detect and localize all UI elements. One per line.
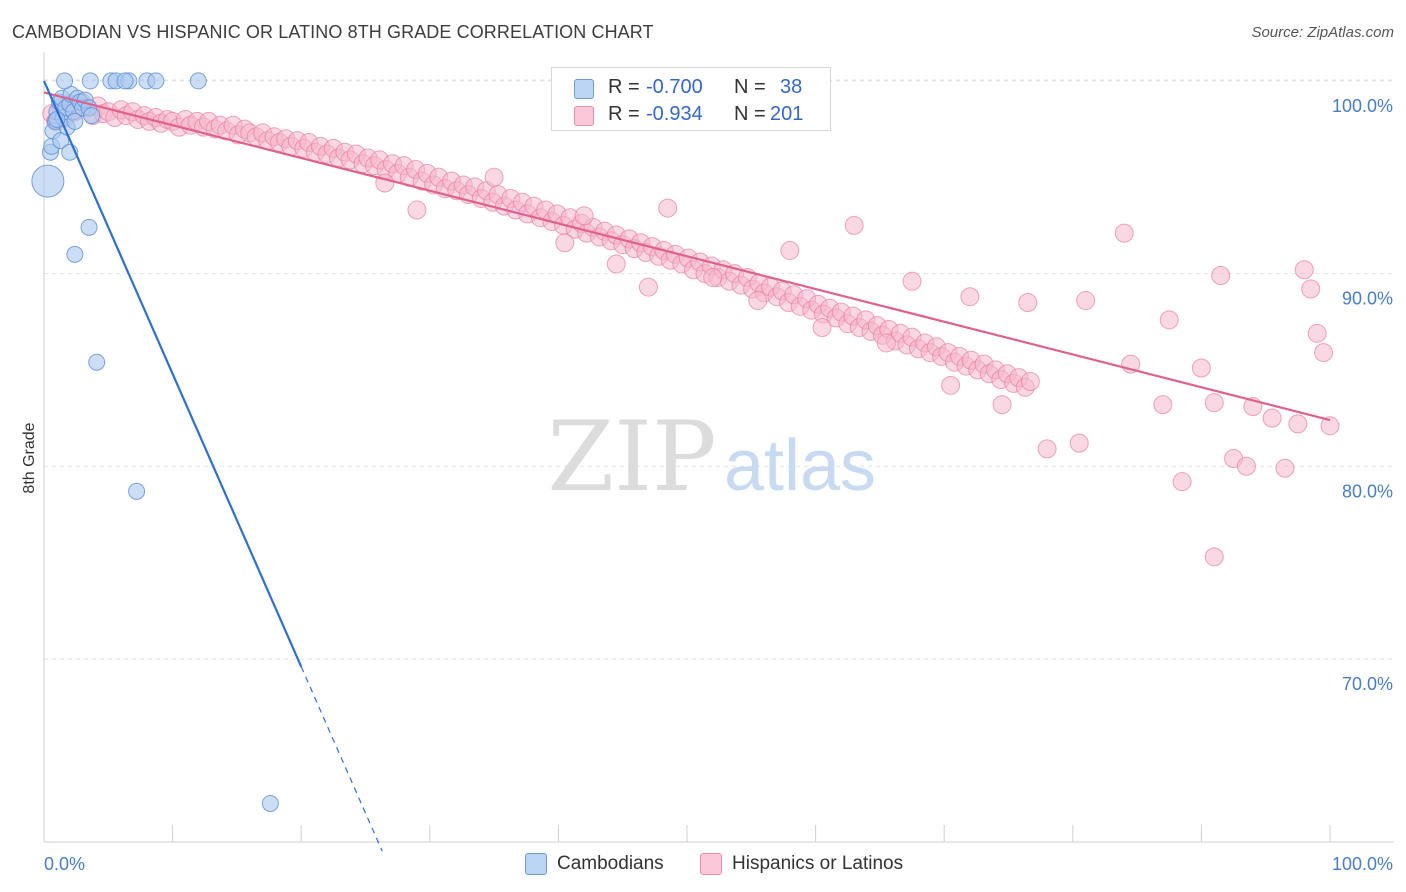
data-point-cambodians — [128, 482, 146, 500]
data-point-hispanics — [1069, 433, 1089, 453]
data-point-hispanics — [1211, 266, 1231, 286]
data-point-hispanics — [1262, 408, 1282, 428]
trend-lines — [42, 80, 1331, 852]
data-point-hispanics — [1018, 292, 1038, 312]
source-credit: Source: ZipAtlas.com — [1251, 24, 1394, 41]
data-point-hispanics — [780, 240, 800, 260]
data-point-hispanics — [1288, 414, 1308, 434]
data-point-hispanics — [1191, 358, 1211, 378]
data-point-cambodians — [88, 353, 106, 371]
data-point-hispanics — [1320, 416, 1340, 436]
data-point-cambodians — [116, 72, 134, 90]
trend-line-hispanics — [43, 91, 1331, 422]
data-point-cambodians — [66, 245, 84, 263]
chart-title: CAMBODIAN VS HISPANIC OR LATINO 8TH GRAD… — [12, 22, 654, 42]
data-point-hispanics — [941, 375, 961, 395]
watermark-atlas: atlas — [724, 426, 876, 506]
legend-row-cambodians: R = -0.700 N = 38 — [552, 74, 830, 102]
legend-n-label: N = — [734, 76, 766, 98]
data-point-hispanics — [902, 271, 922, 291]
data-point-hispanics — [748, 291, 768, 311]
bottom-legend-swatch-hispanics — [700, 853, 722, 875]
data-point-cambodians — [81, 72, 99, 90]
data-point-hispanics — [1172, 472, 1192, 492]
bottom-legend-label-hispanics: Hispanics or Latinos — [732, 853, 904, 874]
data-point-hispanics — [1159, 310, 1179, 330]
data-point-hispanics — [1275, 458, 1295, 478]
data-point-hispanics — [1236, 456, 1256, 476]
legend-r-value: -0.700 — [646, 76, 703, 98]
data-point-hispanics — [1307, 323, 1327, 343]
data-point-cambodians — [261, 794, 279, 812]
stats-legend: R = -0.700 N = 38 R = -0.934 N = 201 — [551, 67, 831, 131]
data-point-hispanics — [992, 395, 1012, 415]
legend-swatch-cambodians — [574, 79, 594, 99]
legend-r-value: -0.934 — [646, 103, 703, 125]
legend-r-label: R = — [608, 103, 640, 125]
data-point-cambodians — [31, 164, 65, 198]
series-cambodians — [31, 72, 279, 812]
data-point-cambodians — [80, 218, 98, 236]
x-tick-label: 100.0% — [1332, 854, 1393, 874]
data-point-hispanics — [1294, 260, 1314, 280]
data-point-cambodians — [189, 72, 207, 90]
data-point-hispanics — [1314, 343, 1334, 363]
data-point-hispanics — [484, 167, 504, 187]
legend-n-value: 201 — [770, 103, 804, 125]
data-point-cambodians — [83, 107, 101, 125]
y-axis-label: 8th Grade — [21, 422, 38, 493]
legend-row-hispanics: R = -0.934 N = 201 — [552, 101, 830, 129]
data-point-hispanics — [1076, 291, 1096, 311]
data-point-hispanics — [1204, 393, 1224, 413]
legend-swatch-hispanics — [574, 106, 594, 126]
bottom-legend-swatch-cambodians — [525, 853, 547, 875]
data-point-hispanics — [407, 200, 427, 220]
data-point-cambodians — [56, 72, 74, 90]
data-point-hispanics — [658, 198, 678, 218]
gridlines — [44, 79, 1394, 660]
data-point-hispanics — [555, 233, 575, 253]
y-tick-label: 90.0% — [1342, 289, 1393, 309]
y-tick-label: 80.0% — [1342, 481, 1393, 501]
trend-line-cambodians — [42, 80, 303, 668]
data-point-hispanics — [812, 318, 832, 338]
legend-r-label: R = — [608, 76, 640, 98]
legend-n-value: 38 — [780, 76, 803, 98]
watermark: ZIP atlas — [547, 401, 876, 513]
watermark-zip: ZIP — [547, 401, 716, 513]
data-point-hispanics — [574, 206, 594, 226]
x-tick-label: 0.0% — [44, 854, 85, 874]
bottom-legend-label-cambodians: Cambodians — [557, 853, 664, 874]
data-point-hispanics — [844, 215, 864, 235]
data-point-cambodians — [147, 72, 165, 90]
data-point-hispanics — [606, 254, 626, 274]
axes — [43, 52, 1394, 843]
data-point-hispanics — [1020, 371, 1040, 391]
data-point-hispanics — [638, 277, 658, 297]
data-point-hispanics — [876, 333, 896, 353]
data-point-hispanics — [703, 267, 723, 287]
data-point-hispanics — [1153, 395, 1173, 415]
data-point-hispanics — [1301, 279, 1321, 299]
legend-n-label: N = — [734, 103, 766, 125]
data-point-hispanics — [1204, 547, 1224, 567]
y-tick-label: 70.0% — [1342, 674, 1393, 694]
y-tick-label: 100.0% — [1332, 96, 1393, 116]
trend-line-cambodians-extension — [300, 666, 383, 852]
data-point-cambodians — [66, 112, 84, 130]
data-point-hispanics — [1037, 439, 1057, 459]
data-point-hispanics — [960, 287, 980, 307]
tick-labels: 70.0% 80.0% 90.0% 100.0% 0.0% 100.0% — [44, 96, 1393, 874]
data-point-hispanics — [1114, 223, 1134, 243]
